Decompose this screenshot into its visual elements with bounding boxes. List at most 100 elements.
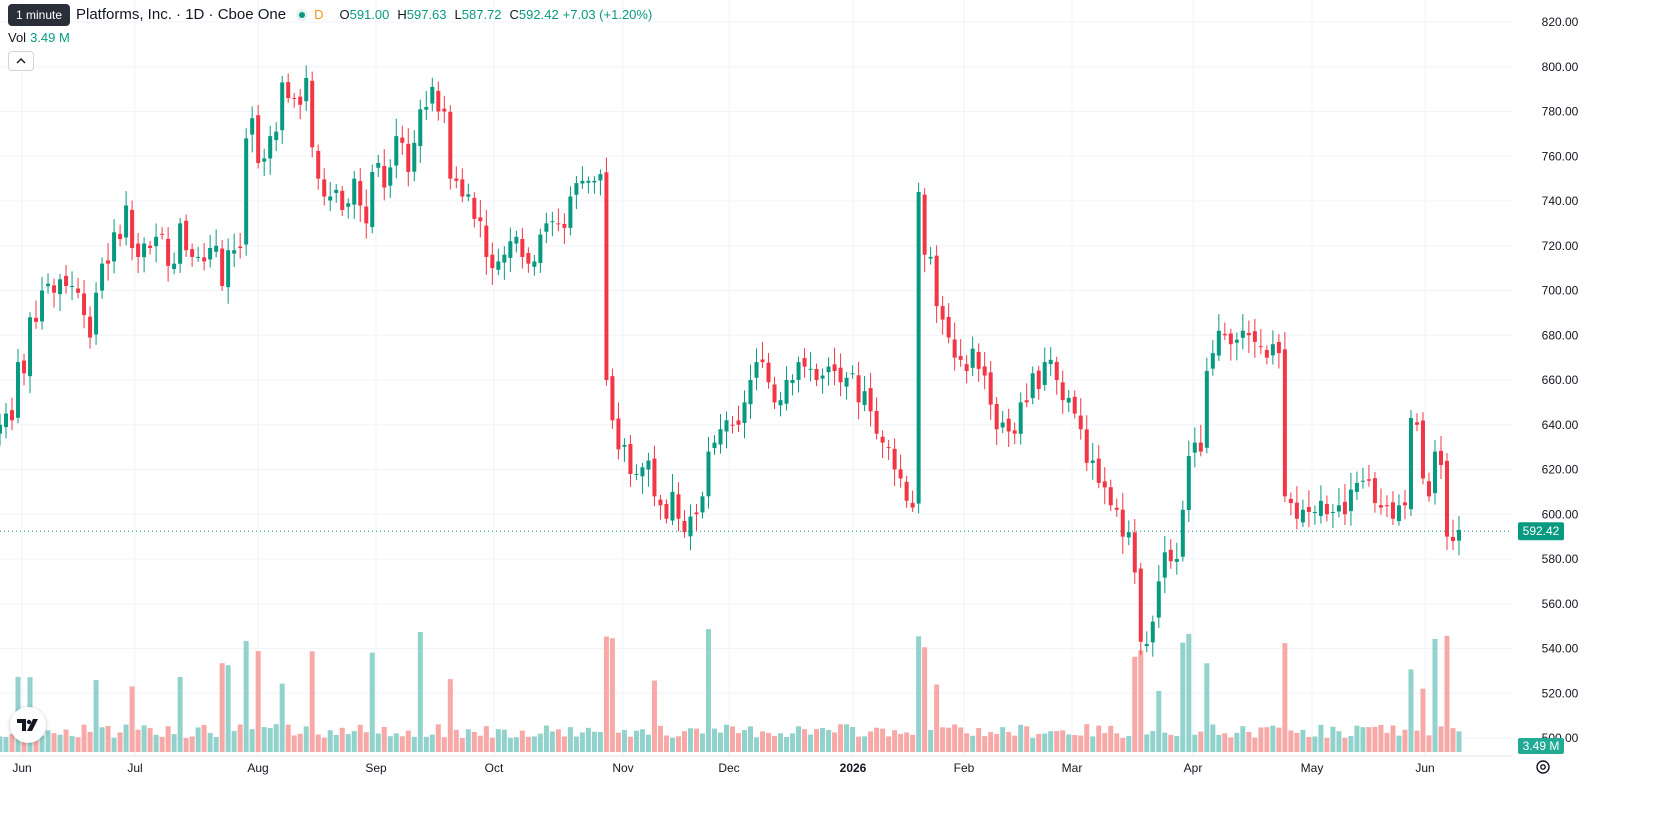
- candle-body: [88, 317, 92, 338]
- volume-bar: [556, 729, 561, 752]
- volume-bar: [1066, 734, 1071, 752]
- volume-bar: [88, 732, 93, 752]
- volume-bar: [1270, 726, 1275, 752]
- volume-bar: [1096, 726, 1101, 752]
- candle-body: [737, 420, 741, 424]
- volume-bar: [868, 731, 873, 752]
- volume-bar: [916, 636, 921, 752]
- candle-body: [1379, 505, 1383, 507]
- candle-body: [508, 241, 512, 258]
- candle-body: [1037, 371, 1041, 389]
- volume-bar: [940, 727, 945, 752]
- volume-bar: [724, 725, 729, 752]
- candle-body: [767, 363, 771, 383]
- candle-body: [911, 503, 915, 508]
- volume-bar: [1348, 736, 1353, 752]
- candle-body: [905, 482, 909, 501]
- collapse-legend-button[interactable]: [8, 51, 34, 71]
- delayed-data-badge[interactable]: D: [314, 7, 323, 22]
- volume-bar: [1168, 735, 1173, 752]
- candle-body: [496, 261, 500, 269]
- low-value: 587.72: [462, 7, 502, 22]
- volume-bar: [496, 729, 501, 752]
- candle-body: [1385, 505, 1389, 506]
- volume-bar: [778, 733, 783, 752]
- candle-body: [94, 293, 98, 335]
- volume-bar: [76, 737, 81, 752]
- candle-body: [887, 447, 891, 448]
- volume-bar: [622, 730, 627, 752]
- volume-bar: [400, 736, 405, 752]
- last-price-label: 592.42: [1523, 524, 1560, 538]
- candle-body: [580, 181, 584, 184]
- candle-body: [815, 369, 819, 380]
- volume-bar: [178, 677, 183, 752]
- candle-body: [484, 226, 488, 257]
- candle-body: [1025, 400, 1029, 402]
- gear-icon[interactable]: [1534, 758, 1552, 776]
- volume-bar: [604, 637, 609, 752]
- tradingview-logo[interactable]: [10, 707, 46, 743]
- candle-body: [869, 388, 873, 411]
- volume-bar: [454, 730, 459, 752]
- time-axis[interactable]: Jun Jul Aug Sep Oct Nov Dec 2026 Feb Mar Apr May Jun: [12, 761, 1434, 775]
- candle-body: [1235, 340, 1239, 343]
- candle-body: [430, 87, 434, 104]
- candle-body: [214, 246, 218, 252]
- candle-body: [256, 115, 260, 163]
- volume-bar: [694, 729, 699, 752]
- time-tick-label: Jun: [12, 761, 31, 775]
- candle-body: [1241, 331, 1245, 338]
- volume-bar: [1084, 724, 1089, 752]
- volume-bar: [592, 732, 597, 752]
- candle-body: [598, 174, 602, 180]
- candle-body: [1331, 512, 1335, 513]
- volume-bar: [298, 734, 303, 752]
- volume-bar: [1306, 737, 1311, 752]
- volume-bar: [880, 729, 885, 752]
- time-tick-label: Jul: [127, 761, 142, 775]
- candle-body: [1193, 443, 1197, 453]
- candle-body: [622, 445, 626, 447]
- candle-body: [280, 82, 284, 130]
- candle-body: [292, 98, 296, 99]
- candle-body: [917, 192, 921, 504]
- volume-bar: [658, 726, 663, 752]
- candle-body: [412, 143, 416, 172]
- candle-body: [965, 364, 969, 371]
- candle-body: [1007, 419, 1011, 432]
- volume-bar: [1078, 736, 1083, 752]
- candle-body: [1121, 510, 1125, 537]
- candle-body: [1145, 644, 1149, 646]
- volume-bar: [688, 728, 693, 752]
- volume-bar: [364, 732, 369, 752]
- volume-bar: [100, 727, 105, 752]
- volume-bar: [1132, 657, 1137, 752]
- candle-body: [941, 306, 945, 320]
- volume-bar: [598, 732, 603, 752]
- candle-body: [148, 246, 152, 248]
- candle-body: [4, 414, 8, 427]
- candle-body: [388, 167, 392, 185]
- volume-bar: [790, 733, 795, 752]
- volume-bar: [766, 733, 771, 752]
- volume-bar: [406, 731, 411, 752]
- volume-bar: [1036, 734, 1041, 752]
- volume-bar: [1204, 663, 1209, 752]
- volume-bar: [934, 684, 939, 752]
- volume-bar: [838, 724, 843, 752]
- volume-bar: [1432, 639, 1437, 752]
- volume-bar: [352, 731, 357, 752]
- symbol-title[interactable]: Platforms, Inc. · 1D · Cboe One: [76, 6, 286, 23]
- volume-bar: [322, 738, 327, 752]
- volume-bar: [904, 732, 909, 752]
- candle-body: [971, 349, 975, 368]
- market-status-icon[interactable]: [296, 9, 308, 21]
- candle-body: [442, 109, 446, 112]
- volume-bar: [1186, 634, 1191, 752]
- price-axis[interactable]: 820.00 800.00 780.00 760.00 740.00 720.00 700.…: [1518, 15, 1579, 754]
- candle-body: [400, 138, 404, 143]
- volume-bar: [772, 736, 777, 752]
- candle-body: [1205, 371, 1209, 448]
